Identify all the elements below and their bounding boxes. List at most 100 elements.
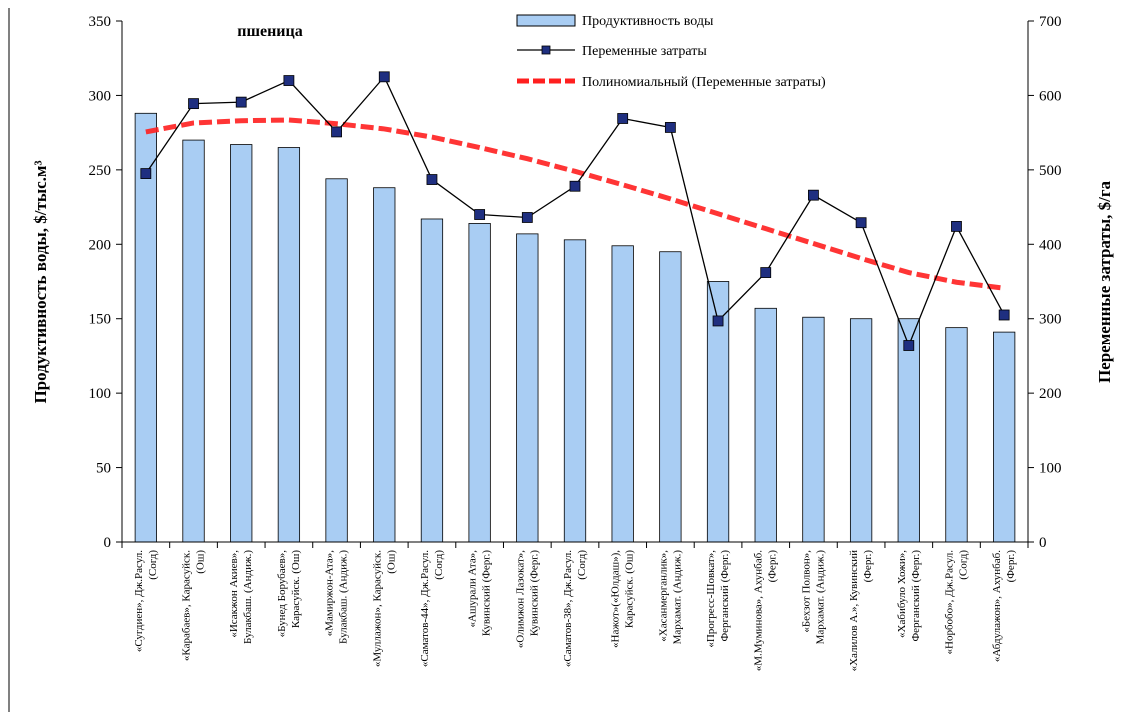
cost-point: [521, 212, 533, 223]
x-tick-label-line: «Карабаев», Карасуйск.: [181, 550, 193, 661]
x-tick-label-line: Ферганский (Ферг.): [910, 550, 922, 642]
bar: [993, 331, 1016, 543]
x-tick-label-line: Мархамат. (Андиж.): [671, 550, 683, 645]
x-tick-label-line: (Ош): [385, 550, 397, 574]
bar: [230, 144, 253, 543]
x-tick-label: «Норбобо», Дж.Расул. (Согд): [943, 550, 969, 655]
y-tick-label-right: 500: [1039, 163, 1062, 179]
y-tick-label-right: 600: [1039, 88, 1062, 104]
legend-label-variable-costs: Переменные затраты: [582, 44, 707, 59]
y-tick-label-left: 0: [104, 535, 112, 551]
x-tick-label-line: (Согд): [433, 550, 445, 580]
x-tick-label-line: «Норбобо», Дж.Расул.: [943, 550, 955, 655]
x-tick-label-line: Булакбаш. (Андиж.): [338, 550, 350, 644]
x-tick-label: «Хасанмерганлик», Мархамат. (Андиж.): [657, 550, 683, 645]
x-tick-label-line: «Олимжон Лазокат»,: [514, 550, 526, 648]
cost-point: [378, 71, 390, 83]
x-tick-label-line: Ферганский (Ферг.): [719, 550, 731, 642]
cost-point: [283, 75, 295, 86]
cost-point: [617, 113, 629, 124]
x-tick-label: «Бунед Борубаев», Карасуйск. (Ош): [276, 550, 302, 638]
x-tick-label: «Нажот»(«Юлдаш»), Карасуйск. (Ош): [610, 550, 636, 648]
x-tick-label: «Карабаев», Карасуйск. (Ош): [181, 550, 207, 661]
bar: [945, 327, 968, 543]
x-tick-label-line: «Мамиржон-Ата»,: [324, 550, 336, 637]
x-tick-label-line: «Ашурали Ата»,: [467, 550, 479, 628]
y-tick-label-left: 150: [89, 312, 112, 328]
legend-label-water-productivity: Продуктивность воды: [582, 14, 714, 29]
bar: [611, 245, 634, 543]
x-tick-label-line: Булакбаш. (Андиж.): [242, 550, 254, 644]
cost-point: [235, 96, 247, 108]
x-tick-label-line: «М.Муминова», Ахунбаб.: [753, 550, 765, 672]
x-tick-label-line: (Ош): [195, 550, 207, 574]
x-tick-label: «Бехзот Полвон», Мархамат. (Андиж.): [800, 550, 826, 645]
bar: [802, 316, 825, 543]
y-tick-label-right: 300: [1039, 312, 1062, 328]
cost-point: [998, 309, 1010, 321]
bar: [754, 307, 777, 543]
y-tick-label-left: 250: [89, 163, 112, 179]
bar: [325, 178, 348, 543]
legend-label-polynomial: Полиномиальный (Переменные затраты): [582, 75, 826, 90]
x-tick-label-line: «Бехзот Полвон»,: [800, 550, 812, 633]
bar: [277, 147, 301, 543]
y-tick-label-left: 300: [89, 88, 112, 104]
x-tick-label: «М.Муминова», Ахунбаб. (Ферг.): [753, 550, 779, 672]
x-tick-label: «Исакжон Акиев», Булакбаш. (Андиж.): [228, 550, 254, 644]
x-tick-label: «Ашурали Ата», Кувинский (Ферг.): [467, 550, 493, 636]
bar: [659, 251, 682, 543]
cost-point: [951, 221, 962, 232]
chart-title: пшеница: [237, 23, 302, 40]
y-tick-label-right: 400: [1039, 237, 1062, 253]
x-tick-label-line: Карасуйск. (Ош): [290, 550, 302, 628]
x-tick-label-line: «Нажот»(«Юлдаш»),: [610, 550, 622, 648]
y-tick-label-right: 100: [1039, 461, 1062, 477]
cost-point: [855, 217, 867, 229]
cost-point: [712, 315, 724, 327]
y-tick-label-left: 50: [96, 461, 111, 477]
x-tick-label-line: Кувинский (Ферг.): [528, 550, 540, 636]
bar: [849, 318, 873, 543]
x-tick-label: «Хабибуло Хожи», Ферганский (Ферг.): [896, 550, 922, 642]
x-tick-label-line: Кувинский (Ферг.): [481, 550, 493, 636]
x-tick-label: «Саматов-38», Дж.Расул. (Согд): [562, 550, 588, 667]
x-tick-label-line: (Согд): [147, 550, 159, 580]
bar: [373, 187, 396, 543]
x-tick-label-line: «Хабибуло Хожи»,: [896, 550, 908, 638]
cost-point: [808, 189, 819, 201]
x-tick-label-line: «Сугдиен», Дж.Расул.: [133, 550, 145, 652]
x-tick-label-line: «Саматов-44», Дж.Расул.: [419, 550, 431, 667]
cost-point: [474, 209, 486, 220]
cost-point: [664, 122, 676, 133]
x-tick-label: «Халилов А.», Кувинский (Ферг.): [848, 550, 874, 672]
y-tick-label-right: 200: [1039, 386, 1062, 402]
x-tick-label: «Олимжон Лазокат», Кувинский (Ферг.): [514, 550, 540, 649]
x-tick-label-line: «Прогресс-Шовкат»,: [705, 550, 717, 648]
y-tick-label-right: 0: [1039, 535, 1047, 551]
legend-bar-swatch: [516, 14, 576, 27]
cost-point: [903, 340, 915, 351]
y-tick-label-left: 100: [89, 386, 112, 402]
x-tick-label-line: (Ферг.): [767, 550, 779, 583]
x-tick-label: «Саматов-44», Дж.Расул. (Согд): [419, 550, 445, 667]
x-tick-label-line: «Исакжон Акиев»,: [228, 550, 240, 638]
x-tick-label-line: «Бунед Борубаев»,: [276, 550, 288, 638]
x-tick-label-line: (Согд): [957, 550, 969, 580]
y-tick-label-left: 200: [89, 237, 112, 253]
x-tick-label: «Прогресс-Шовкат», Ферганский (Ферг.): [705, 550, 731, 648]
cost-point: [188, 98, 199, 110]
bar: [182, 139, 205, 543]
x-tick-label-line: «Абдулажон», Ахунбаб.: [991, 550, 1003, 662]
cost-point: [760, 267, 772, 278]
y-axis-right-label: Переменные затраты, $/га: [1095, 180, 1114, 383]
x-tick-label: «Мамиржон-Ата», Булакбаш. (Андиж.): [324, 550, 350, 644]
bar: [420, 218, 444, 543]
cost-point: [140, 168, 152, 179]
x-tick-label-line: «Муллажон», Карасуйск.: [371, 550, 383, 667]
x-tick-label-line: «Хасанмерганлик»,: [657, 550, 669, 642]
legend: Продуктивность воды Переменные затраты П…: [516, 14, 826, 90]
y-tick-label-left: 350: [89, 14, 112, 30]
x-tick-label-line: (Ферг.): [1005, 550, 1017, 583]
